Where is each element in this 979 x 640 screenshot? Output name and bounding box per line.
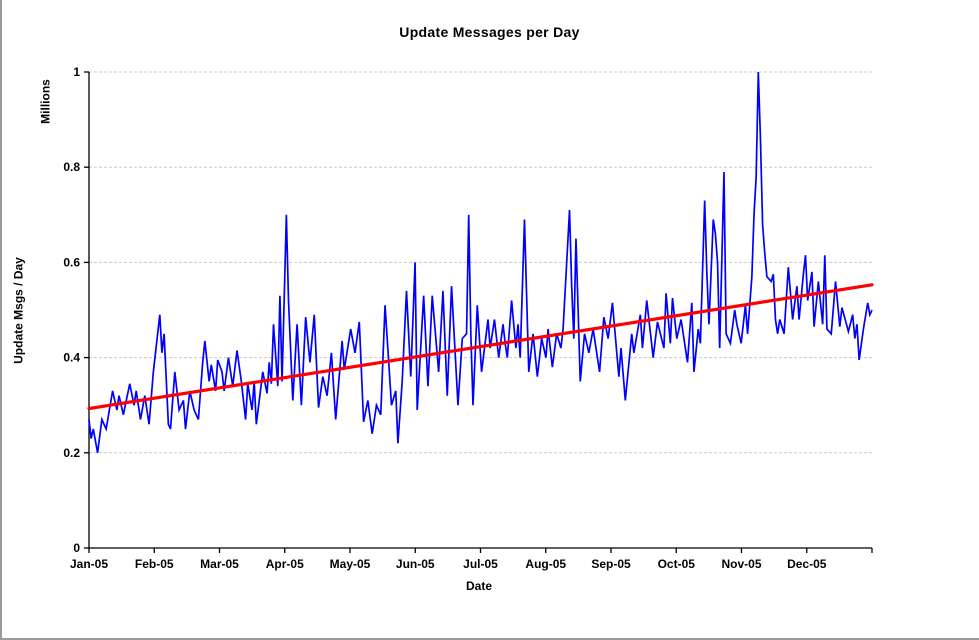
x-tick-label: Dec-05 (787, 557, 827, 571)
x-tick-label: Aug-05 (525, 557, 566, 571)
x-axis-title: Date (465, 579, 492, 593)
x-tick-label: Oct-05 (658, 557, 696, 571)
y-tick-label: 0.2 (63, 446, 80, 460)
daily-series-line (88, 71, 873, 453)
y-tick-label: 0.8 (63, 160, 80, 174)
chart-title: Update Messages per Day (399, 24, 580, 40)
x-tick-label: May-05 (330, 557, 371, 571)
x-tick-label: Jul-05 (463, 557, 498, 571)
window-left-border (0, 0, 2, 640)
x-tick-label: Feb-05 (135, 557, 174, 571)
x-tick-label: Jan-05 (70, 557, 108, 571)
x-tick-label: Apr-05 (266, 557, 304, 571)
trend-line (87, 283, 874, 411)
y-tick-label: 0.4 (63, 351, 80, 365)
y-tick-label: 0 (73, 541, 80, 555)
x-tick-label: Sep-05 (591, 557, 631, 571)
y-tick-label: 1 (73, 65, 80, 79)
x-tick-label: Mar-05 (200, 557, 239, 571)
y-tick-label: 0.6 (63, 255, 80, 269)
x-tick-label: Jun-05 (396, 557, 435, 571)
window-bottom-border (0, 638, 979, 640)
x-tick-label: Nov-05 (721, 557, 761, 571)
